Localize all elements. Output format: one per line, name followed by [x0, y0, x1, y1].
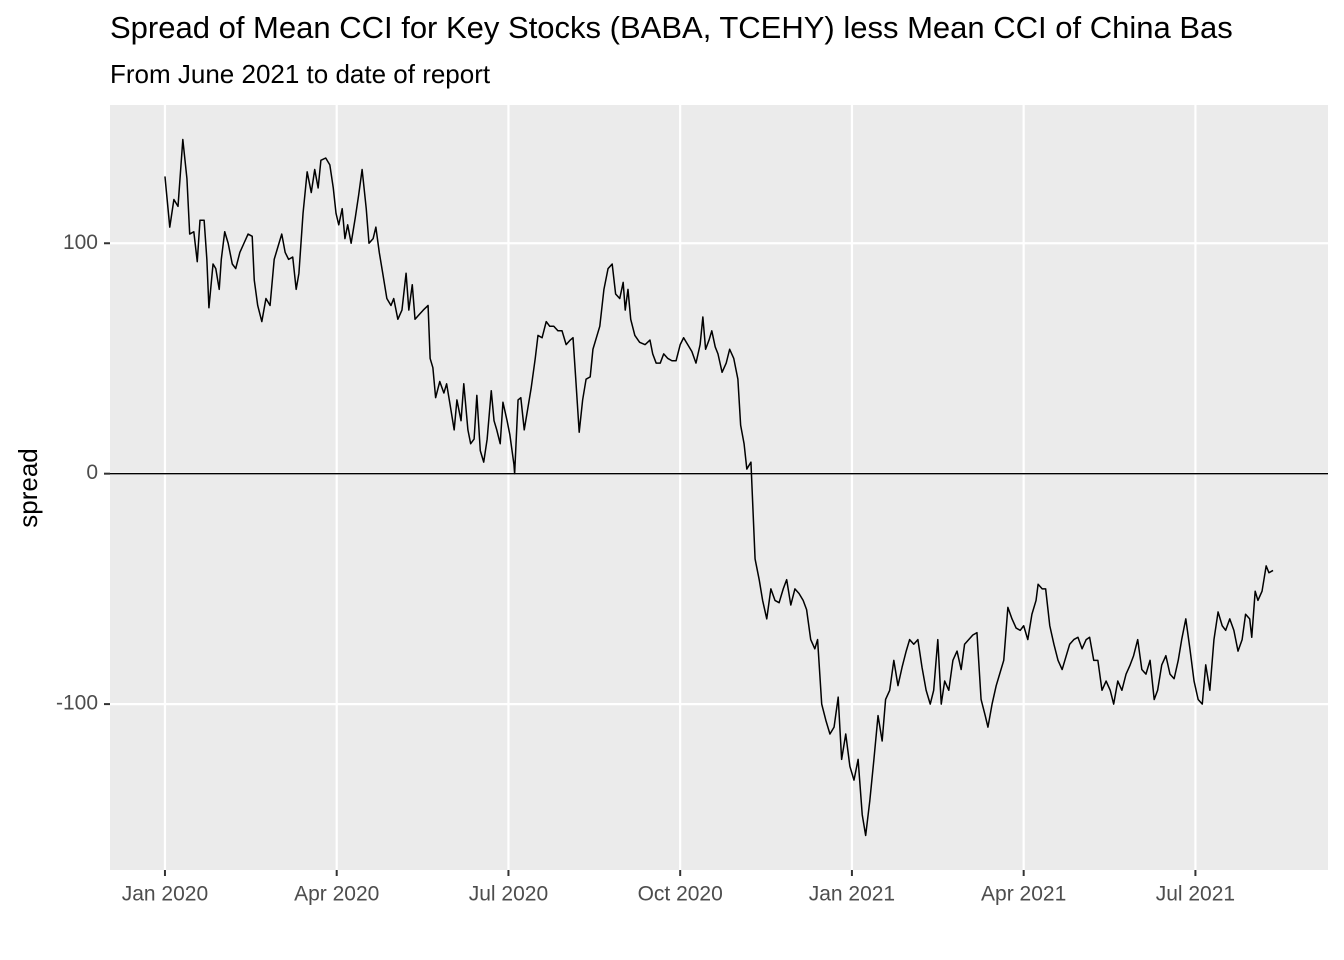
y-axis-label: spread	[13, 448, 43, 528]
x-tick-label: Jan 2021	[809, 883, 895, 906]
y-tick-label: 0	[86, 461, 98, 484]
chart-subtitle: From June 2021 to date of report	[110, 59, 491, 89]
y-tick-label: -100	[56, 692, 98, 715]
x-tick-label: Jul 2021	[1156, 883, 1235, 906]
x-tick-label: Jan 2020	[122, 883, 208, 906]
data-line	[164, 138, 1274, 837]
y-tick-label: 100	[63, 231, 98, 254]
x-tick-label: Oct 2020	[638, 883, 723, 906]
chart-title: Spread of Mean CCI for Key Stocks (BABA,…	[110, 10, 1233, 45]
x-tick-label: Jul 2020	[469, 883, 548, 906]
plot-panel	[110, 105, 1328, 870]
x-tick-label: Apr 2020	[294, 883, 379, 906]
x-tick-label: Apr 2021	[981, 883, 1066, 906]
